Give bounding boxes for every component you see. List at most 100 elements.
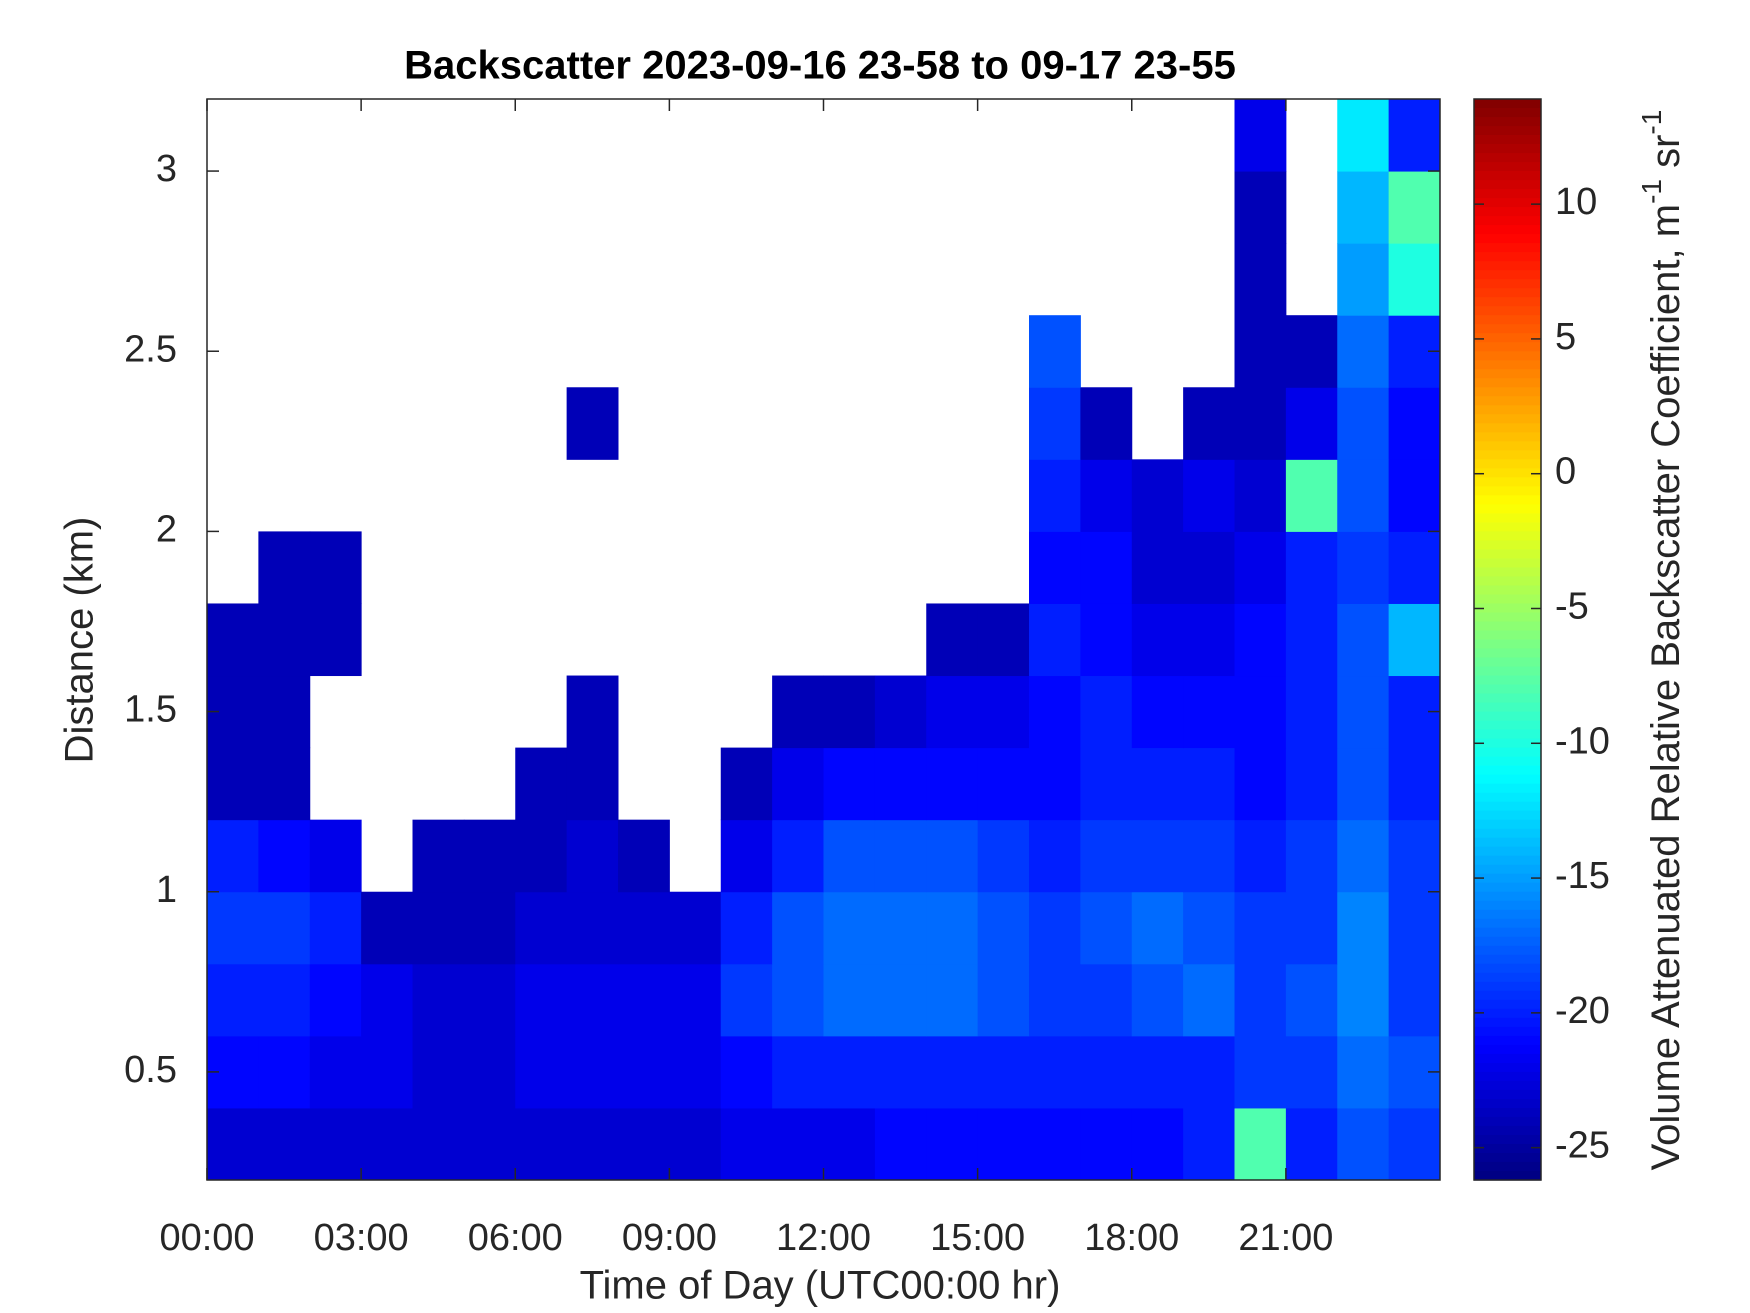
heat-cell — [515, 1035, 568, 1109]
heat-cell — [463, 1035, 516, 1109]
colorbar-swatch — [1474, 810, 1541, 821]
heat-cell — [823, 1107, 876, 1181]
colorbar-swatch — [1474, 288, 1541, 298]
colorbar-swatch — [1474, 1143, 1541, 1154]
heat-cell — [258, 1107, 311, 1181]
colorbar-swatch — [1474, 972, 1541, 983]
colorbar-label-part: -1 — [1636, 179, 1667, 204]
colorbar-swatch — [1474, 864, 1541, 875]
colorbar-swatch — [1474, 1062, 1541, 1073]
colorbar-swatch — [1474, 1089, 1541, 1100]
heat-cell — [618, 891, 670, 965]
x-tick-label: 15:00 — [930, 1217, 1025, 1259]
colorbar-swatch — [1474, 189, 1541, 199]
colorbar-swatch — [1474, 585, 1541, 596]
heat-cell — [1388, 243, 1441, 316]
heat-cell — [309, 1107, 362, 1181]
heat-cell — [720, 819, 773, 893]
colorbar-swatch — [1474, 198, 1541, 208]
colorbar-swatch — [1474, 1080, 1541, 1091]
heat-cell — [309, 963, 362, 1037]
colorbar-swatch — [1474, 486, 1541, 496]
heat-cell — [772, 891, 824, 965]
colorbar-swatch — [1474, 279, 1541, 289]
heat-cell — [1388, 387, 1441, 460]
heat-cell — [1080, 603, 1133, 677]
colorbar-swatch — [1474, 702, 1541, 713]
heat-cell — [1131, 1035, 1184, 1109]
colorbar-swatch — [1474, 666, 1541, 677]
heat-cell — [1285, 891, 1338, 965]
colorbar-swatch — [1474, 1116, 1541, 1127]
heat-cell — [1337, 1107, 1390, 1181]
heat-cell — [463, 891, 516, 965]
heat-cell — [258, 963, 311, 1037]
heat-cell — [772, 819, 824, 893]
colorbar-swatch — [1474, 828, 1541, 839]
heat-cell — [1337, 819, 1390, 893]
heat-cell — [1080, 1107, 1133, 1181]
colorbar-swatch — [1474, 558, 1541, 569]
heat-cell — [1029, 387, 1081, 460]
colorbar-swatch — [1474, 117, 1541, 127]
heat-cell — [1337, 675, 1390, 749]
heat-cell — [618, 1035, 670, 1109]
heat-cell — [874, 891, 927, 965]
heat-cell — [1234, 171, 1287, 244]
heat-cell — [309, 1035, 362, 1109]
heat-cell — [309, 531, 362, 604]
heat-cell — [1080, 1035, 1133, 1109]
colorbar-swatch — [1474, 477, 1541, 487]
heat-cell — [566, 1035, 619, 1109]
heat-cell — [1285, 531, 1338, 604]
heat-cell — [1337, 891, 1390, 965]
heat-cell — [1080, 819, 1133, 893]
heat-cell — [412, 819, 465, 893]
colorbar-swatch — [1474, 945, 1541, 956]
heat-cell — [1285, 603, 1338, 677]
colorbar-tick-label: -20 — [1555, 990, 1610, 1032]
colorbar-swatch — [1474, 387, 1541, 397]
heat-cell — [1388, 963, 1441, 1037]
heat-cell — [1285, 315, 1338, 388]
colorbar-swatch — [1474, 684, 1541, 695]
heat-cell — [1337, 603, 1390, 677]
heat-cell — [874, 1035, 927, 1109]
heat-cell — [1234, 675, 1287, 749]
heat-cell — [1388, 459, 1441, 532]
colorbar-swatch — [1474, 576, 1541, 587]
heat-cell — [926, 1107, 979, 1181]
heat-cell — [1183, 459, 1235, 532]
heat-cell — [1080, 891, 1133, 965]
colorbar-swatch — [1474, 621, 1541, 632]
heat-cell — [1131, 1107, 1184, 1181]
heat-cell — [309, 891, 362, 965]
heat-cell — [258, 1035, 311, 1109]
heat-cell — [874, 1107, 927, 1181]
colorbar-label-part: Volume Attenuated Relative Backscatter C… — [1644, 204, 1688, 1170]
heat-cell — [669, 1107, 722, 1181]
heat-cell — [1285, 747, 1338, 821]
heat-cell — [926, 891, 979, 965]
heat-cell — [1285, 1035, 1338, 1109]
colorbar-swatch — [1474, 153, 1541, 163]
heat-cell — [1388, 1107, 1441, 1181]
heat-cell — [1029, 1035, 1081, 1109]
heat-cell — [720, 1107, 773, 1181]
heat-cell — [772, 747, 824, 821]
heat-cell — [207, 891, 259, 965]
heat-cell — [1080, 387, 1133, 460]
heat-cell — [515, 819, 568, 893]
x-tick-label: 18:00 — [1084, 1217, 1179, 1259]
heat-cell — [1029, 315, 1081, 388]
heat-cell — [515, 747, 568, 821]
heat-cell — [926, 1035, 979, 1109]
heat-cell — [1183, 387, 1235, 460]
heat-cell — [566, 891, 619, 965]
colorbar-swatch — [1474, 99, 1541, 109]
colorbar-swatch — [1474, 900, 1541, 911]
heat-cell — [1080, 963, 1133, 1037]
heat-cell — [1080, 675, 1133, 749]
colorbar-swatch — [1474, 405, 1541, 415]
colorbar-tick-label: 0 — [1555, 451, 1576, 493]
